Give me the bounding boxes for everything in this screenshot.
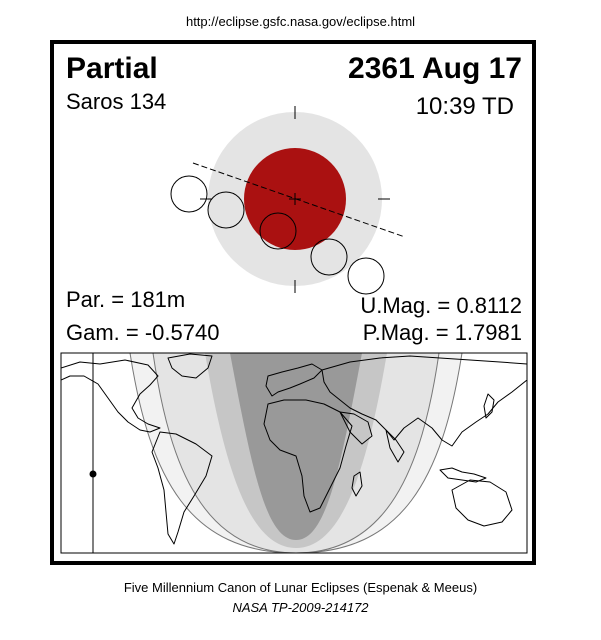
map-contour-line: [152, 353, 440, 553]
moon-position-max: [259, 212, 297, 250]
south-america-outline: [151, 431, 213, 545]
umbral-magnitude: U.Mag. = 0.8112: [360, 293, 522, 318]
map-border: [60, 352, 528, 554]
madagascar-outline: [351, 471, 363, 497]
moon-position-p4: [347, 257, 385, 295]
greenland-outline: [167, 353, 213, 379]
map-contour-line: [129, 353, 463, 553]
australia-outline: [451, 479, 513, 527]
europe-outline: [265, 363, 323, 397]
continent-outlines: [61, 353, 527, 545]
total-visibility-zone: [230, 353, 362, 540]
eclipse-type-title: Partial: [66, 52, 158, 85]
gamma-value: Gam. = -0.5740: [66, 320, 220, 345]
eclipse-time: 10:39 TD: [415, 93, 514, 120]
saros-number: Saros 134: [66, 89, 167, 114]
source-url[interactable]: http://eclipse.gsfc.nasa.gov/eclipse.htm…: [185, 14, 416, 29]
moon-zenith-dot: [89, 470, 97, 478]
shadow-diagram: [170, 106, 406, 295]
india-outline: [385, 429, 405, 463]
moon-position-u1: [207, 191, 245, 229]
penumbral-magnitude: P.Mag. = 1.7981: [362, 320, 522, 345]
africa-outline: [263, 399, 353, 513]
visibility-map: [60, 352, 528, 554]
arabia-outline: [339, 411, 373, 445]
japan-outline: [483, 393, 495, 419]
indonesia-outline: [439, 467, 487, 483]
north-america-outline: [61, 359, 161, 433]
publication-id: NASA TP-2009-214172: [232, 600, 369, 615]
moon-position-u4: [310, 238, 348, 276]
canon-credit: Five Millennium Canon of Lunar Eclipses …: [123, 580, 478, 595]
figure-frame: [50, 40, 536, 565]
partial-duration: Par. = 181m: [66, 287, 186, 312]
eclipse-date: 2361 Aug 17: [348, 52, 522, 85]
ecliptic-line: [192, 162, 406, 238]
moon-position-p1: [170, 175, 208, 213]
asia-outline: [321, 355, 527, 447]
